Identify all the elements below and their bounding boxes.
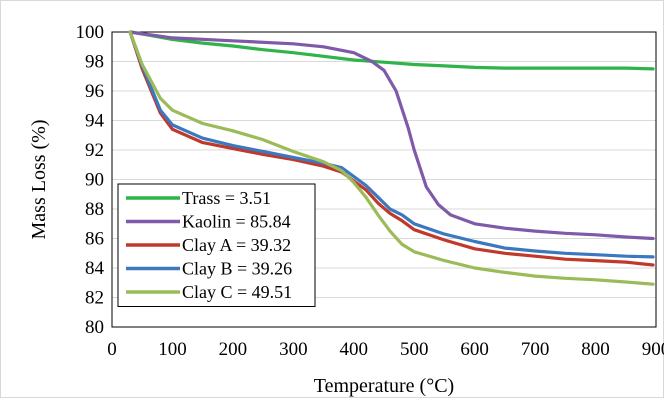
y-tick-label: 90 (85, 170, 104, 191)
x-tick-label: 500 (400, 339, 429, 360)
legend-label: Trass = 3.51 (182, 188, 271, 208)
x-tick-label: 200 (219, 339, 248, 360)
x-tick-label: 700 (521, 339, 550, 360)
y-axis-title: Mass Loss (%) (28, 120, 50, 240)
x-tick-label: 400 (340, 339, 369, 360)
x-tick-label: 800 (581, 339, 610, 360)
x-tick-label: 0 (107, 339, 117, 360)
y-tick-label: 86 (85, 229, 104, 250)
y-tick-label: 96 (85, 81, 104, 102)
x-tick-label: 900 (642, 339, 664, 360)
x-axis-title: Temperature (°C) (314, 375, 454, 397)
x-tick-label: 300 (279, 339, 308, 360)
y-tick-label: 82 (85, 288, 104, 309)
legend-label: Clay B = 39.26 (182, 259, 292, 279)
y-tick-label: 94 (85, 111, 105, 132)
y-tick-label: 88 (85, 199, 104, 220)
x-tick-label: 600 (460, 339, 489, 360)
legend: Trass = 3.51 Kaolin = 85.84 Clay A = 39.32… (118, 184, 315, 307)
y-tick-label: 98 (85, 52, 104, 73)
y-tick-label: 100 (76, 22, 105, 43)
y-tick-label: 92 (85, 140, 104, 161)
legend-label: Clay C = 49.51 (182, 282, 292, 302)
legend-label: Clay A = 39.32 (182, 235, 291, 255)
legend-label: Kaolin = 85.84 (182, 212, 291, 232)
y-tick-label: 84 (85, 258, 105, 279)
x-tick-label: 100 (158, 339, 187, 360)
y-tick-label: 80 (85, 317, 104, 338)
